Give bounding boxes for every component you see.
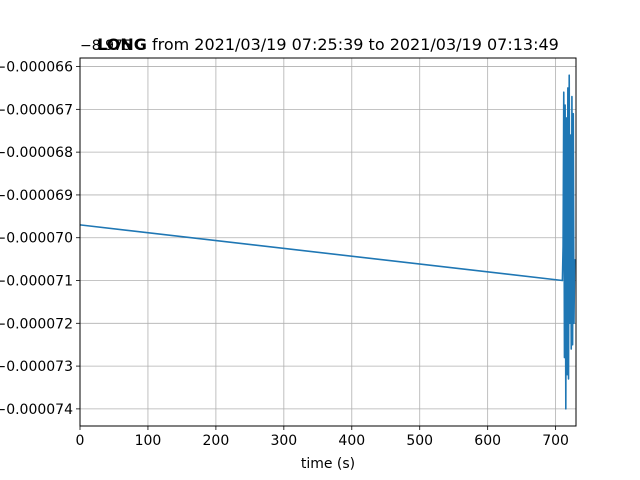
y-axis-ticks: −0.000066 −0.000067 −0.000068 −0.000069 −0.0… [0, 60, 80, 418]
x-tick-label: 0 [76, 433, 85, 449]
x-tick-label: 200 [203, 433, 230, 449]
x-axis-ticks: 0 100 200 300 400 500 600 700 [76, 426, 569, 449]
y-tick-label: −0.000069 [0, 188, 73, 204]
x-tick-label: 300 [270, 433, 297, 449]
y-tick-label: −0.000072 [0, 316, 73, 332]
x-tick-label: 400 [338, 433, 365, 449]
plot-frame [79, 57, 577, 427]
chart-title-bold: LONG [97, 35, 147, 54]
y-tick-label: −0.000067 [0, 102, 73, 118]
x-tick-label: 600 [474, 433, 501, 449]
line-series [79, 74, 576, 410]
x-tick-label: 500 [406, 433, 433, 449]
y-tick-label: −0.000068 [0, 145, 73, 161]
chart-title: LONG from 2021/03/19 07:25:39 to 2021/03… [97, 35, 559, 54]
y-tick-label: −0.000074 [0, 402, 73, 418]
y-tick-label: −0.000070 [0, 231, 73, 247]
y-offset-label: −8.975 [80, 38, 132, 54]
x-tick-label: 100 [135, 433, 162, 449]
grid [79, 58, 576, 426]
chart-title-rest: from 2021/03/19 07:25:39 to 2021/03/19 0… [147, 35, 559, 54]
y-tick-label: −0.000073 [0, 359, 73, 375]
y-tick-label: −0.000066 [0, 60, 73, 76]
y-tick-label: −0.000071 [0, 274, 73, 290]
series-line [79, 74, 576, 410]
x-tick-label: 700 [542, 433, 569, 449]
x-axis-label: time (s) [301, 456, 355, 472]
